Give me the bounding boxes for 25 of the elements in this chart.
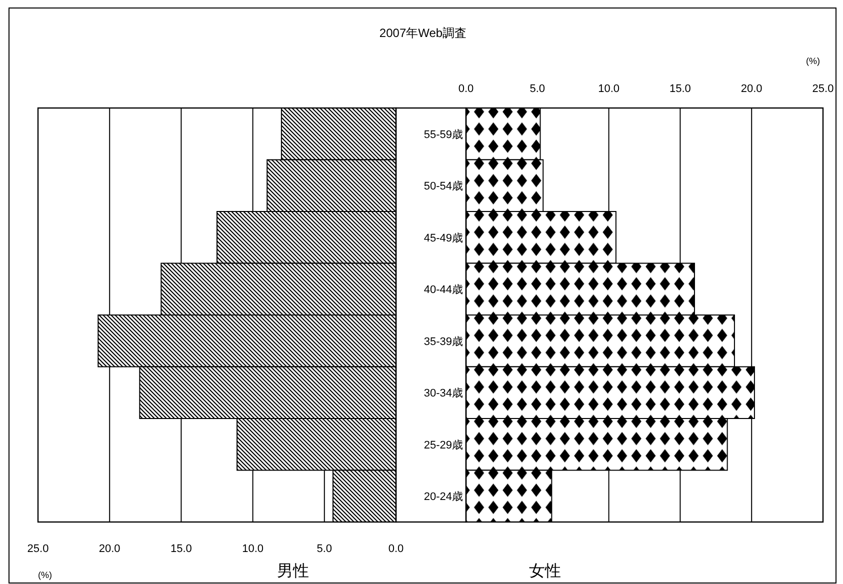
x-tick-label: 0.0 [388,543,404,555]
text: (%) [806,56,820,66]
x-tick-label: 5.0 [530,83,546,95]
x-tick-label: 20.0 [98,543,120,555]
x-tick-label: 15.0 [669,83,691,95]
y-tick-label: 20-24歳 [424,490,463,504]
y-tick-label: 55-59歳 [424,128,463,141]
y-tick-label: 50-54歳 [424,180,463,193]
x-tick-label: 5.0 [316,543,332,555]
x-tick-label: 20.0 [740,83,762,95]
x-axis-title: 男性 [277,563,309,580]
y-tick-label: 40-44歳 [424,283,463,296]
x-tick-label: 25.0 [27,543,49,555]
y-tick-label: 45-49歳 [424,231,463,244]
x-tick-label: 25.0 [812,83,834,95]
x-tick-label: 10.0 [598,83,620,95]
text: 2007年Web調査 [379,26,467,40]
x-tick-label: 15.0 [170,543,192,555]
y-tick-label: 35-39歳 [424,334,463,348]
y-tick-label: 30-34歳 [424,386,463,400]
text: (%) [38,570,52,580]
x-axis-title: 女性 [529,563,561,580]
y-tick-label: 25-29歳 [424,438,463,452]
x-tick-label: 0.0 [458,83,474,95]
x-tick-label: 10.0 [242,543,264,555]
